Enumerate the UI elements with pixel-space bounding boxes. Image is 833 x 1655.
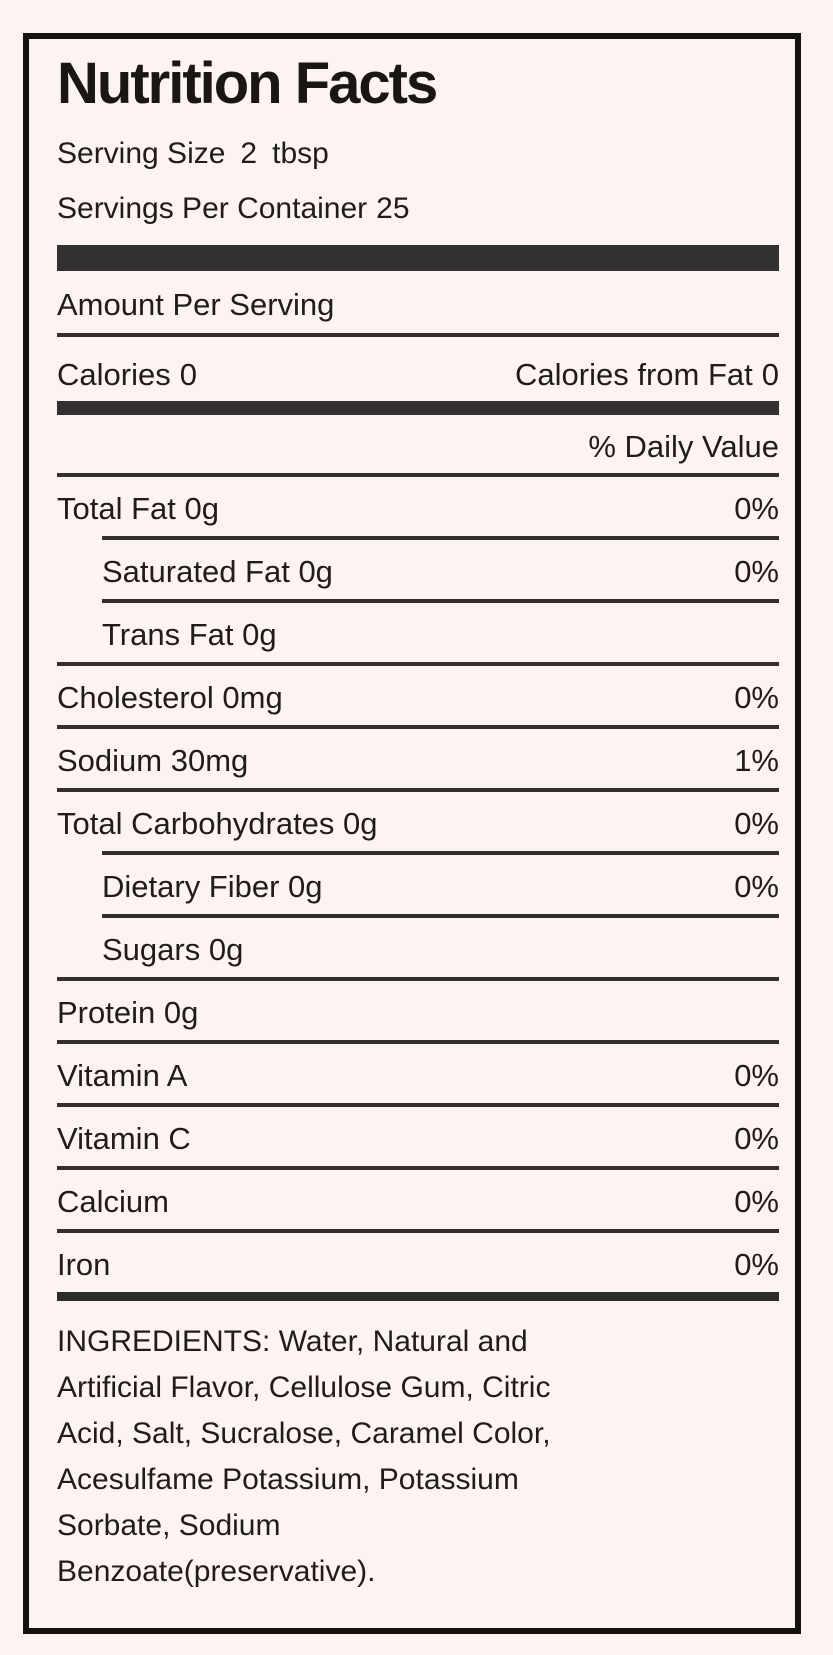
nutrient-name: Dietary Fiber 0g xyxy=(102,869,323,904)
nutrient-daily-value: 0% xyxy=(734,1184,779,1219)
calories: Calories 0 xyxy=(57,357,197,393)
medium-separator-bar xyxy=(57,401,779,415)
nutrient-name: Vitamin C xyxy=(57,1121,191,1156)
nutrition-facts-label: Nutrition Facts Serving Size 2 tbsp Servin… xyxy=(23,33,801,1634)
nutrient-name: Sodium 30mg xyxy=(57,743,249,778)
nutrient-row-total-carbohydrates: Total Carbohydrates 0g 0% xyxy=(57,792,779,851)
calories-from-fat-label: Calories from Fat xyxy=(515,357,753,392)
ingredients-paragraph: INGREDIENTS: Water, Natural and Artifici… xyxy=(57,1319,779,1595)
nutrient-daily-value: 0% xyxy=(734,680,779,715)
calories-label: Calories xyxy=(57,357,171,392)
nutrient-name: Cholesterol 0mg xyxy=(57,680,283,715)
serving-size-unit: tbsp xyxy=(272,137,329,170)
thick-separator-bar xyxy=(57,245,779,271)
serving-size-value: 2 xyxy=(240,137,258,170)
nutrient-name: Total Fat 0g xyxy=(57,491,219,526)
nutrient-daily-value: 0% xyxy=(734,554,779,589)
nutrient-daily-value: 0% xyxy=(734,491,779,526)
nutrient-row-calcium: Calcium 0% xyxy=(57,1170,779,1229)
divider xyxy=(57,1040,779,1044)
nutrient-name: Protein 0g xyxy=(57,995,199,1030)
divider xyxy=(57,1166,779,1170)
nutrient-row-protein: Protein 0g xyxy=(57,981,779,1040)
nutrient-daily-value: 0% xyxy=(734,1247,779,1282)
divider xyxy=(102,851,779,855)
nutrient-row-cholesterol: Cholesterol 0mg 0% xyxy=(57,666,779,725)
nutrient-name: Calcium xyxy=(57,1184,169,1219)
nutrient-row-dietary-fiber: Dietary Fiber 0g 0% xyxy=(57,855,779,914)
servings-per-container-line: Servings Per Container 25 xyxy=(57,191,779,227)
nutrient-daily-value: 1% xyxy=(734,743,779,778)
nutrient-name: Iron xyxy=(57,1247,111,1282)
amount-per-serving-heading: Amount Per Serving xyxy=(57,287,335,322)
nutrient-row-vitamin-a: Vitamin A 0% xyxy=(57,1044,779,1103)
servings-per-container-label: Servings Per Container xyxy=(57,192,368,225)
ingredients-line: Artificial Flavor, Cellulose Gum, Citric xyxy=(57,1371,551,1404)
servings-per-container-value: 25 xyxy=(376,192,410,225)
nutrient-name: Vitamin A xyxy=(57,1058,188,1093)
nutrient-name: Total Carbohydrates 0g xyxy=(57,806,378,841)
nutrient-daily-value: 0% xyxy=(734,806,779,841)
nutrient-name: Sugars 0g xyxy=(102,932,244,967)
label-title: Nutrition Facts xyxy=(57,51,438,116)
nutrient-name: Saturated Fat 0g xyxy=(102,554,333,589)
divider xyxy=(57,725,779,729)
divider xyxy=(102,536,779,540)
divider xyxy=(57,1229,779,1233)
nutrient-daily-value: 0% xyxy=(734,1058,779,1093)
divider xyxy=(57,473,779,477)
ingredients-line: Acid, Salt, Sucralose, Caramel Color, xyxy=(57,1417,551,1450)
serving-size-line: Serving Size 2 tbsp xyxy=(57,136,779,172)
divider-thick xyxy=(57,1292,779,1301)
nutrient-name: Trans Fat 0g xyxy=(102,617,277,652)
nutrient-daily-value: 0% xyxy=(734,1121,779,1156)
ingredients-line: Sorbate, Sodium xyxy=(57,1509,281,1542)
calories-from-fat: Calories from Fat 0 xyxy=(515,357,779,393)
divider xyxy=(102,599,779,603)
calories-value: 0 xyxy=(179,357,197,392)
nutrient-row-vitamin-c: Vitamin C 0% xyxy=(57,1107,779,1166)
nutrient-daily-value: 0% xyxy=(734,869,779,904)
serving-size-label: Serving Size xyxy=(57,137,226,170)
ingredients-line: Acesulfame Potassium, Potassium xyxy=(57,1463,519,1496)
nutrient-row-sodium: Sodium 30mg 1% xyxy=(57,729,779,788)
calories-row: Calories 0 Calories from Fat 0 xyxy=(57,357,779,393)
divider xyxy=(57,333,779,337)
divider xyxy=(57,788,779,792)
divider xyxy=(57,1103,779,1107)
nutrient-row-sugars: Sugars 0g xyxy=(57,918,779,977)
nutrient-row-trans-fat: Trans Fat 0g xyxy=(57,603,779,662)
daily-value-header: % Daily Value xyxy=(588,429,779,464)
nutrient-row-total-fat: Total Fat 0g 0% xyxy=(57,477,779,536)
ingredients-line: INGREDIENTS: Water, Natural and xyxy=(57,1325,528,1358)
divider xyxy=(57,977,779,981)
divider xyxy=(57,662,779,666)
ingredients-line: Benzoate(preservative). xyxy=(57,1555,376,1588)
nutrient-row-saturated-fat: Saturated Fat 0g 0% xyxy=(57,540,779,599)
divider xyxy=(102,914,779,918)
nutrient-row-iron: Iron 0% xyxy=(57,1233,779,1292)
calories-from-fat-value: 0 xyxy=(761,357,779,392)
